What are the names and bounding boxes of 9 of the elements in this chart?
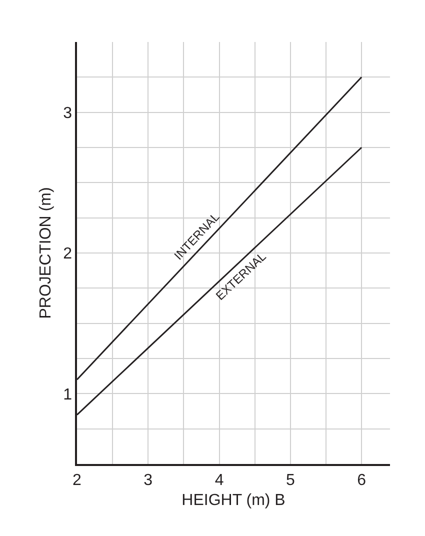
x-tick-label: 3 [144,472,153,489]
y-tick-label: 3 [63,104,72,122]
y-tick-label: 2 [63,246,72,263]
y-tick-label: 1 [63,386,72,404]
x-tick-label: 4 [214,472,224,489]
y-axis-title: PROJECTION (m) [38,187,55,319]
x-axis-title: HEIGHT (m) B [182,492,286,510]
x-tick-label: 6 [357,472,366,489]
x-tick-label: 5 [286,472,295,489]
